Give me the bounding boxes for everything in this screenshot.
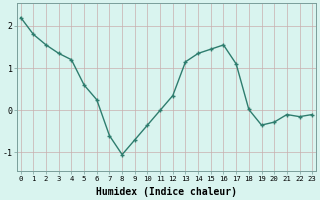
X-axis label: Humidex (Indice chaleur): Humidex (Indice chaleur) — [96, 187, 237, 197]
